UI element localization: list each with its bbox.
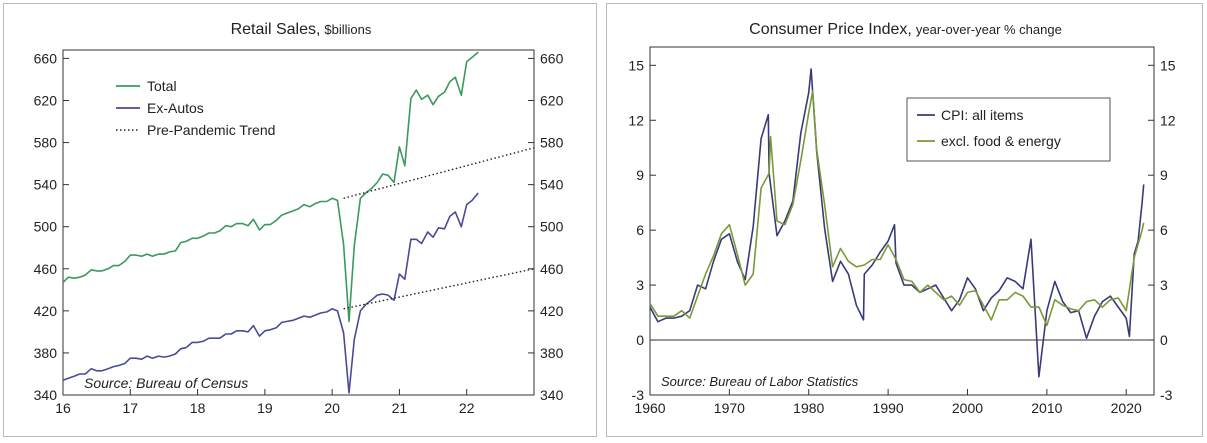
y-tick-label-right: 380 [540, 345, 564, 361]
y-tick-label-left: 12 [628, 112, 644, 128]
y-tick-label-left: 540 [34, 177, 58, 193]
y-tick-label-right: 500 [540, 219, 564, 235]
y-tick-label-left: 620 [34, 92, 58, 108]
x-tick-label: 1960 [634, 400, 665, 416]
chart-title-main: Retail Sales, [231, 21, 321, 38]
y-tick-label-left: 340 [34, 387, 58, 403]
y-tick-label-left: 9 [636, 167, 644, 183]
legend-label: Total [147, 78, 177, 94]
retail-sales-chart-panel: Retail Sales, $billions 340 340 380 380 420 420… [3, 3, 597, 437]
y-tick-label-right: 6 [1160, 222, 1168, 238]
y-tick-label-right: 660 [540, 50, 564, 66]
legend-label: Ex-Autos [147, 100, 204, 116]
source-note: Source: Bureau of Labor Statistics [661, 374, 859, 389]
y-tick-label-left: 660 [34, 50, 58, 66]
x-tick-label: 19 [257, 400, 273, 416]
y-tick-label-right: 420 [540, 303, 564, 319]
legend-label: Pre-Pandemic Trend [147, 122, 275, 138]
y-tick-label-right: 620 [540, 92, 564, 108]
y-tick-label-left: 0 [636, 332, 644, 348]
plot-frame [649, 46, 1155, 396]
y-tick-label-right: 3 [1160, 277, 1168, 293]
x-tick-label: 22 [459, 400, 475, 416]
y-tick-label-right: 340 [540, 387, 564, 403]
series-line-ex-autos-1 [62, 192, 479, 394]
y-tick-label-right: 0 [1160, 332, 1168, 348]
legend-box [906, 97, 1111, 162]
x-tick-label: 1980 [793, 400, 824, 416]
x-tick-label: 20 [324, 400, 340, 416]
series-line-trend-3 [343, 268, 535, 310]
y-tick-label-left: 3 [636, 277, 644, 293]
y-tick-label-right: 15 [1160, 57, 1176, 73]
y-tick-label-right: -3 [1160, 387, 1173, 403]
y-tick-label-left: 460 [34, 261, 58, 277]
chart-title-main: Consumer Price Index, [749, 21, 912, 38]
y-tick-label-right: 540 [540, 177, 564, 193]
x-tick-label: 2000 [952, 400, 983, 416]
source-note: Source: Bureau of Census [84, 375, 248, 391]
y-tick-label-left: -3 [632, 387, 645, 403]
series-line-total-0 [62, 51, 479, 323]
cpi-chart: Consumer Price Index, year-over-year % ch… [628, 21, 1176, 416]
cpi-chart-panel: Consumer Price Index, year-over-year % ch… [606, 3, 1203, 437]
y-tick-label-left: 380 [34, 345, 58, 361]
chart-title: Retail Sales, $billions [231, 21, 372, 38]
y-tick-label-left: 500 [34, 219, 58, 235]
chart-title-unit: $billions [324, 22, 371, 37]
series-line-pre-pandemic-trend-2 [343, 147, 535, 199]
x-tick-label: 21 [392, 400, 408, 416]
y-tick-label-right: 460 [540, 261, 564, 277]
x-tick-label: 2010 [1031, 400, 1062, 416]
x-tick-label: 1990 [873, 400, 904, 416]
y-tick-label-left: 420 [34, 303, 58, 319]
y-tick-label-right: 9 [1160, 167, 1168, 183]
x-tick-label: 18 [190, 400, 206, 416]
y-tick-label-right: 12 [1160, 112, 1176, 128]
y-tick-label-right: 580 [540, 135, 564, 151]
y-tick-label-left: 6 [636, 222, 644, 238]
x-tick-label: 17 [122, 400, 138, 416]
x-tick-label: 16 [55, 400, 71, 416]
chart-title-unit: year-over-year % change [916, 22, 1062, 37]
y-tick-label-left: 580 [34, 135, 58, 151]
legend-label: excl. food & energy [941, 133, 1061, 149]
retail-sales-chart: Retail Sales, $billions 340 340 380 380 420 420… [34, 21, 564, 416]
legend-label: CPI: all items [941, 107, 1023, 123]
chart-title: Consumer Price Index, year-over-year % ch… [749, 21, 1062, 38]
y-tick-label-left: 15 [628, 57, 644, 73]
series-line-excl-food-energy-1 [649, 90, 1145, 327]
x-tick-label: 2020 [1111, 400, 1142, 416]
plot-frame [62, 49, 535, 396]
x-tick-label: 1970 [714, 400, 745, 416]
